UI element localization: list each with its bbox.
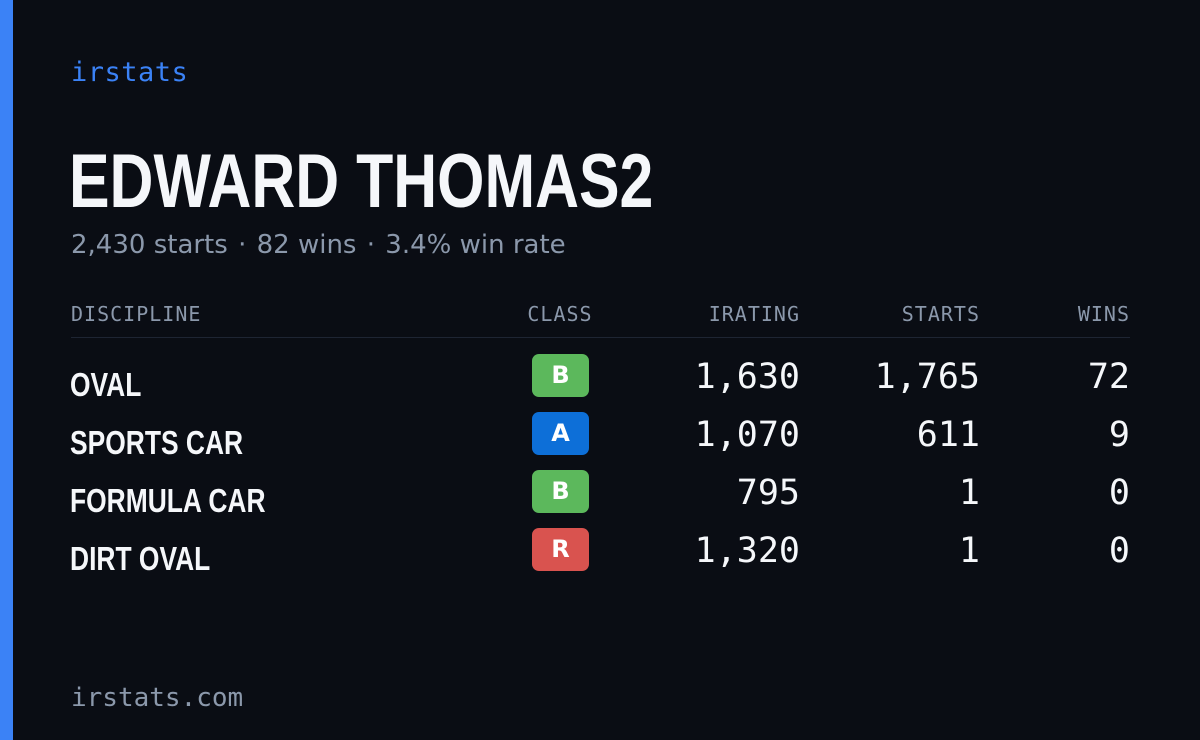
irating-value: 1,630	[694, 357, 800, 397]
irating-value: 1,070	[694, 415, 800, 455]
wins-value: 0	[1108, 473, 1130, 513]
starts-value: 611	[916, 415, 980, 455]
table-row: SPORTS CAR A 1,070 611 9	[0, 412, 1200, 470]
brand-logo[interactable]: irstats	[71, 57, 189, 88]
driver-name: EDWARD THOMAS2	[69, 139, 654, 224]
header-irating: IRATING	[708, 302, 800, 326]
header-class: CLASS	[527, 302, 593, 326]
discipline-label: OVAL	[70, 366, 142, 403]
header-discipline: DISCIPLINE	[71, 302, 202, 326]
wins-value: 0	[1108, 531, 1130, 571]
starts-value: 1,765	[874, 357, 980, 397]
driver-summary: 2,430 starts · 82 wins · 3.4% win rate	[71, 228, 566, 262]
header-wins: WINS	[1077, 302, 1130, 326]
table-row: OVAL B 1,630 1,765 72	[0, 354, 1200, 412]
class-badge: B	[532, 470, 589, 513]
irating-value: 1,320	[694, 531, 800, 571]
starts-value: 1	[958, 531, 980, 571]
accent-bar	[0, 0, 13, 740]
wins-value: 72	[1087, 357, 1130, 397]
class-badge: R	[532, 528, 589, 571]
class-badge: B	[532, 354, 589, 397]
header-starts: STARTS	[901, 302, 980, 326]
discipline-label: FORMULA CAR	[70, 482, 266, 519]
win-rate-summary: 3.4% win rate	[385, 230, 566, 260]
class-badge: A	[532, 412, 589, 455]
starts-value: 1	[958, 473, 980, 513]
table-row: DIRT OVAL R 1,320 1 0	[0, 528, 1200, 586]
starts-summary: 2,430 starts	[71, 230, 228, 260]
separator-dot: ·	[238, 230, 247, 260]
footer-url[interactable]: irstats.com	[71, 683, 244, 713]
discipline-label: SPORTS CAR	[70, 424, 244, 461]
discipline-label: DIRT OVAL	[70, 540, 211, 577]
wins-value: 9	[1108, 415, 1130, 455]
table-row: FORMULA CAR B 795 1 0	[0, 470, 1200, 528]
wins-summary: 82 wins	[256, 230, 357, 260]
separator-dot: ·	[366, 230, 376, 260]
irating-value: 795	[736, 473, 800, 513]
header-divider	[71, 337, 1130, 338]
